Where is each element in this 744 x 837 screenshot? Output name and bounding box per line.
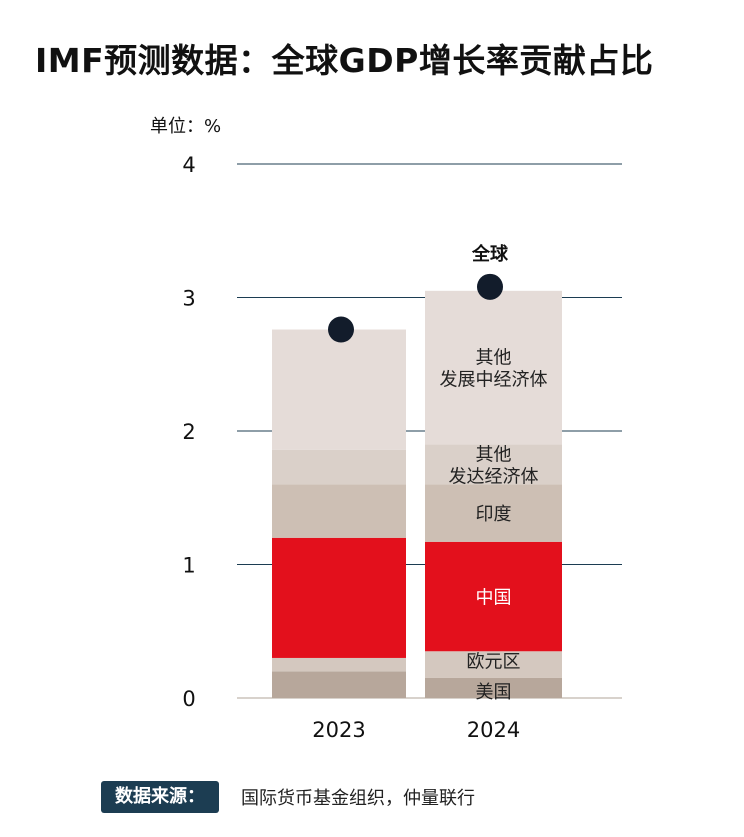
segment-label-euro_area: 欧元区 [467, 652, 521, 673]
bar-2023-other_advanced [272, 449, 406, 485]
x-tick-label-2024: 2024 [467, 718, 520, 742]
global-marker-2023 [328, 316, 354, 343]
segment-label-other_emerging-1: 发展中经济体 [440, 370, 548, 391]
bar-2023-usa [272, 671, 406, 698]
bar-2024-india [425, 484, 562, 542]
bar-2024-other_emerging [425, 290, 562, 445]
segment-label-other_advanced-1: 发达经济体 [449, 466, 539, 487]
segment-label-china: 中国 [476, 588, 512, 609]
segment-label-other_advanced-0: 其他 [476, 444, 512, 465]
global-marker-2024 [477, 273, 503, 300]
bar-2023-euro_area [272, 657, 406, 672]
bar-2023-india [272, 484, 406, 538]
segment-label-other_emerging-0: 其他 [476, 348, 512, 369]
y-tick-label-3: 3 [182, 287, 195, 311]
bar-2024-usa [425, 677, 562, 698]
chart-title: IMF预测数据：全球GDP增长率贡献占比 [35, 41, 654, 80]
source-row: 数据来源： 国际货币基金组织，仲量联行 [101, 779, 475, 815]
y-tick-label-1: 1 [182, 554, 195, 578]
source-label: 数据来源： [101, 781, 219, 813]
bar-2023-china [272, 537, 406, 658]
bar-2024-euro_area [425, 651, 562, 678]
source-text: 国际货币基金组织，仲量联行 [241, 788, 475, 809]
bar-2024-other_advanced [425, 444, 562, 485]
segment-label-usa: 美国 [476, 682, 512, 703]
x-tick-label-2023: 2023 [312, 718, 365, 742]
bar-2024-china [425, 541, 562, 652]
unit-label: 单位：% [150, 116, 222, 137]
segment-label-india: 印度 [476, 504, 512, 525]
global-label: 全球 [471, 243, 509, 265]
y-tick-label-0: 0 [182, 687, 195, 711]
bar-2023-other_emerging [272, 329, 406, 450]
y-tick-label-2: 2 [182, 420, 195, 444]
y-tick-label-4: 4 [182, 153, 195, 177]
